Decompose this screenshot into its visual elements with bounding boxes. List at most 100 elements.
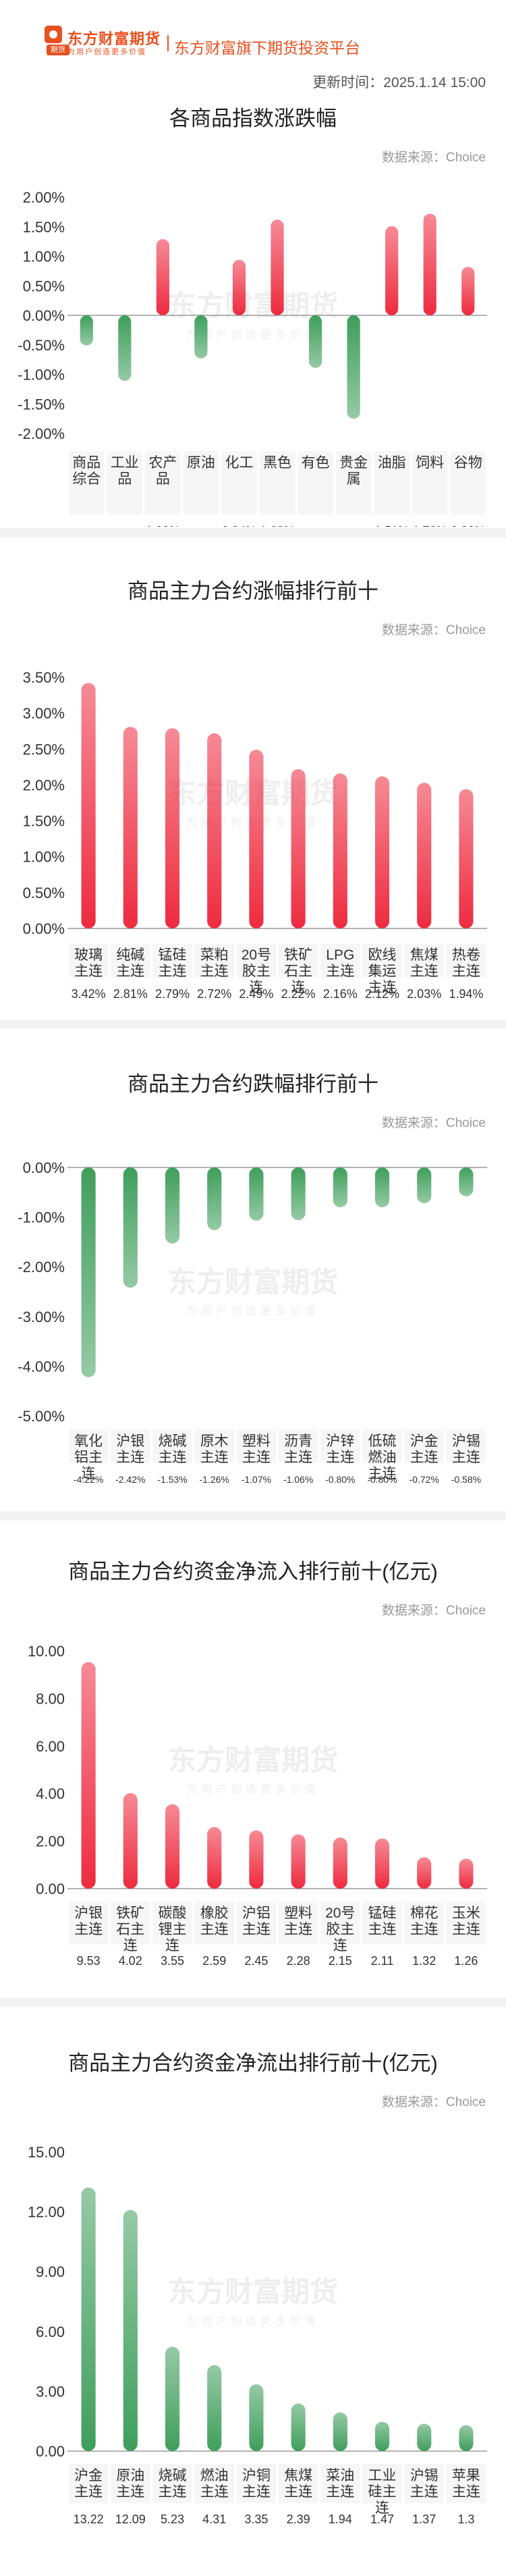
value-label: 2.16%	[323, 987, 358, 1001]
category-label: 原油	[116, 2468, 144, 2483]
y-tick-label: 10.00	[28, 1643, 65, 1660]
category-cell	[221, 451, 257, 515]
category-label: 谷物	[454, 455, 482, 471]
category-label: 沪锌	[326, 1434, 354, 1449]
bar	[333, 1837, 347, 1889]
y-tick-label: 3.00%	[23, 705, 65, 722]
category-label: 原油	[187, 455, 215, 471]
bar	[81, 2187, 96, 2451]
chart-title: 商品主力合约涨幅排行前十	[128, 579, 378, 603]
category-label: 菜粕	[200, 947, 229, 963]
value-label: 1.32	[412, 1954, 436, 1968]
category-label: 原木	[200, 1434, 229, 1449]
value-label: 4.02	[119, 1954, 142, 1968]
brand-slogan: 为用户创造更多价值	[67, 48, 146, 56]
platform-label: 东方财富旗下期货投资平台	[174, 39, 360, 57]
value-label: 0.94%	[222, 524, 256, 527]
category-cell	[362, 1901, 402, 1945]
value-label: -4.22%	[74, 1474, 103, 1485]
value-label: 1.94%	[449, 987, 483, 1001]
bar	[347, 315, 360, 419]
y-tick-label: 6.00	[36, 1738, 65, 1755]
category-label: 沪锡	[410, 2468, 439, 2483]
category-label: 主连	[242, 1450, 271, 1465]
category-label: 连	[165, 1938, 179, 1953]
category-label: 沪银	[116, 1434, 144, 1449]
category-label: 主连	[242, 2484, 271, 2500]
category-cell	[183, 451, 219, 515]
bar	[271, 219, 284, 315]
category-cell	[404, 2464, 444, 2503]
category-label: 沪金	[410, 1434, 439, 1449]
category-label: 主连	[284, 1450, 312, 1465]
category-label: 主连	[284, 1922, 312, 1937]
category-cell	[236, 1901, 276, 1945]
value-label: 12.09	[115, 2513, 146, 2526]
category-label: 连	[249, 980, 263, 995]
category-label: 棉花	[410, 1905, 439, 1921]
value-label: -1.53%	[157, 1474, 187, 1485]
chart-title: 商品主力合约资金净流入排行前十(亿元)	[68, 1560, 438, 1583]
category-label: 主连	[242, 1922, 271, 1937]
category-label: 氧化	[74, 1434, 103, 1449]
category-label: 20号	[325, 1905, 355, 1921]
category-label: 黑色	[263, 455, 291, 471]
category-label: 沪银	[74, 1905, 103, 1921]
bar	[374, 2421, 390, 2451]
category-label: 品	[156, 471, 170, 487]
bar	[291, 769, 306, 928]
category-cell	[374, 451, 410, 515]
category-label: 主连	[74, 964, 103, 979]
category-label: 主连	[452, 1450, 480, 1465]
category-label: 主连	[410, 1450, 439, 1465]
value-label: 2.81%	[113, 987, 148, 1001]
value-label: 1.29%	[146, 524, 180, 527]
value-label: 2.15	[329, 1954, 352, 1968]
category-cell	[69, 943, 109, 978]
category-cell	[279, 1429, 318, 1463]
category-label: 主连	[326, 964, 354, 979]
value-label: -1.07%	[242, 1474, 271, 1485]
value-label: 3.55	[161, 1954, 184, 1968]
bar	[123, 2209, 138, 2451]
y-tick-label: -0.50%	[18, 337, 65, 354]
category-cell	[107, 451, 143, 515]
category-label: 主连	[200, 2484, 229, 2500]
category-cell	[446, 943, 486, 978]
category-label: 主连	[284, 2484, 312, 2500]
category-label: 碳酸	[159, 1905, 187, 1921]
category-cell	[194, 1429, 234, 1463]
y-tick-label: 0.50%	[23, 278, 65, 294]
value-label: 2.79%	[155, 987, 190, 1001]
update-time: 更新时间：2025.1.14 15:00	[312, 75, 486, 90]
chart-top-gainers: 东方财富期货为用户创造更多价值3.50%3.00%2.50%2.00%1.50%…	[23, 669, 487, 1001]
value-label: 2.49%	[239, 987, 273, 1001]
category-cell	[194, 2464, 234, 2503]
y-tick-label: -1.00%	[18, 367, 65, 384]
value-label: -0.58%	[451, 1474, 481, 1485]
category-label: 沪铝	[242, 1905, 271, 1921]
logo-caption: 期货	[47, 45, 69, 55]
y-tick-label: 3.50%	[23, 669, 65, 686]
category-cell	[298, 451, 333, 515]
chart-title: 商品主力合约跌幅排行前十	[128, 1072, 378, 1096]
category-cell	[412, 451, 448, 515]
watermark-text: 东方财富期货	[168, 1266, 338, 1298]
bar	[459, 1858, 474, 1889]
bar	[207, 1167, 222, 1230]
category-label: 有色	[302, 455, 330, 471]
bar	[291, 1834, 306, 1889]
category-label: 商品	[72, 455, 101, 471]
value-label: 3.42%	[72, 987, 106, 1001]
category-label: 主连	[159, 964, 187, 979]
category-label: 主连	[368, 1922, 397, 1937]
bar	[417, 1857, 432, 1889]
category-label: 主连	[326, 1450, 354, 1465]
y-tick-label: 0.50%	[23, 885, 65, 901]
watermark-text: 东方财富期货	[168, 290, 338, 321]
value-label: -1.75%	[339, 526, 368, 527]
category-label: 沥青	[284, 1434, 312, 1449]
category-label: 主连	[200, 1922, 229, 1937]
bar	[207, 733, 222, 928]
